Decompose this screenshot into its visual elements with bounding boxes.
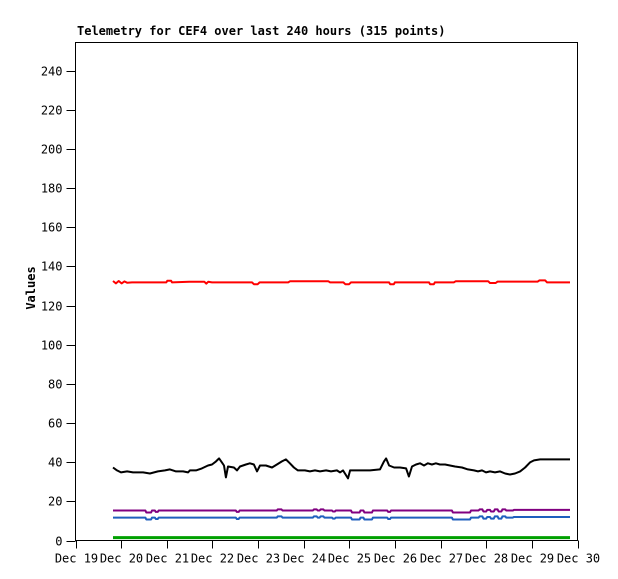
series-line-purple bbox=[113, 508, 570, 514]
y-axis-tick-label: 240 bbox=[41, 65, 63, 79]
x-axis-tick-label: Dec 30 bbox=[557, 552, 600, 566]
x-axis-tick-label: Dec 25 bbox=[328, 552, 371, 566]
y-axis-tick-label: 0 bbox=[55, 535, 62, 549]
x-axis-tick-label: Dec 28 bbox=[465, 552, 508, 566]
y-axis-tick-label: 140 bbox=[41, 260, 63, 274]
x-axis-tick-label: Dec 20 bbox=[100, 552, 143, 566]
y-axis-tick-label: 100 bbox=[41, 339, 63, 353]
y-axis-tick-label: 40 bbox=[48, 456, 62, 470]
y-axis-tick-label: 60 bbox=[48, 417, 62, 431]
x-axis-tick-label: Dec 29 bbox=[511, 552, 554, 566]
y-axis-tick-label: 120 bbox=[41, 300, 63, 314]
x-axis-tick-label: Dec 27 bbox=[420, 552, 463, 566]
x-axis-tick-label: Dec 24 bbox=[283, 552, 326, 566]
x-axis-tick-label: Dec 23 bbox=[237, 552, 280, 566]
plot-border bbox=[75, 42, 578, 541]
x-axis-tick-label: Dec 19 bbox=[55, 552, 98, 566]
series-line-black bbox=[112, 457, 570, 480]
x-axis-tick-label: Dec 26 bbox=[374, 552, 417, 566]
y-axis-tick-label: 220 bbox=[41, 104, 63, 118]
y-axis-tick-label: 200 bbox=[41, 143, 63, 157]
y-axis-tick-label: 20 bbox=[48, 495, 62, 509]
y-axis-tick-label: 180 bbox=[41, 182, 63, 196]
series-line-red bbox=[112, 279, 570, 286]
y-axis-tick-label: 160 bbox=[41, 221, 63, 235]
x-axis-tick-label: Dec 22 bbox=[191, 552, 234, 566]
chart-title: Telemetry for CEF4 over last 240 hours (… bbox=[77, 24, 446, 38]
series-line-blue bbox=[113, 515, 570, 521]
x-axis-tick-label: Dec 21 bbox=[146, 552, 189, 566]
y-axis-tick-label: 80 bbox=[48, 378, 62, 392]
